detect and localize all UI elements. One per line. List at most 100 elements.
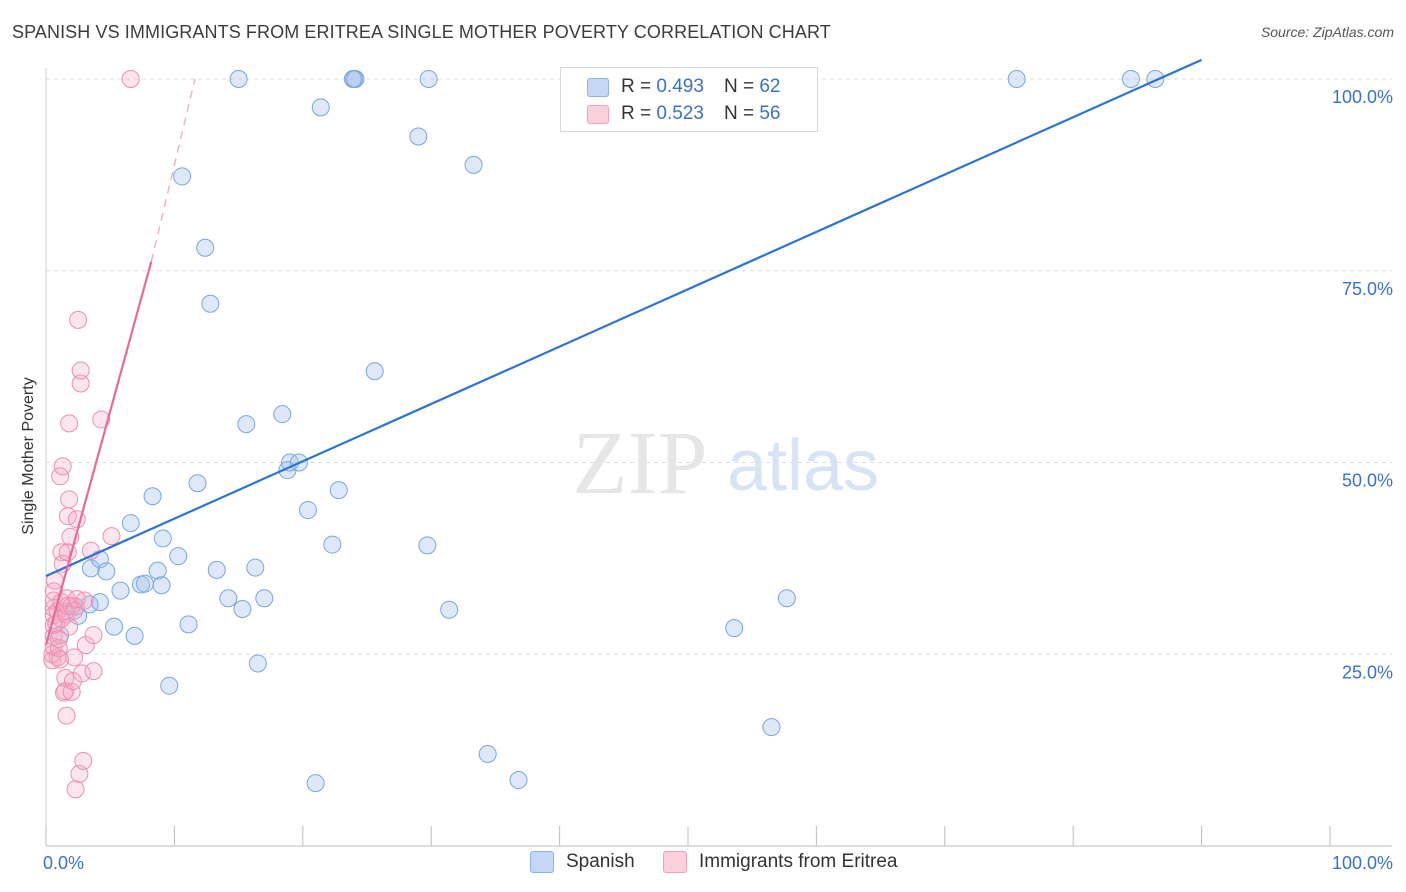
point-spanish: [298, 501, 317, 520]
point-spanish: [365, 362, 384, 381]
point-spanish: [188, 474, 207, 493]
point-eritrea: [57, 706, 76, 725]
point-eritrea: [51, 650, 70, 669]
trend-line-spanish: [45, 58, 1203, 578]
point-spanish: [229, 70, 248, 88]
point-eritrea: [52, 543, 71, 562]
source-label[interactable]: Source: ZipAtlas.com: [1260, 24, 1394, 40]
point-eritrea: [92, 410, 111, 429]
legend-r-label: R =: [621, 103, 652, 124]
point-eritrea: [56, 682, 75, 701]
point-spanish: [273, 405, 292, 424]
trend-line-extension-eritrea: [150, 78, 196, 262]
gridlines: [46, 78, 1392, 655]
y-tick-label: 100.0%: [1332, 87, 1393, 107]
point-spanish: [160, 676, 179, 695]
point-spanish: [152, 576, 171, 595]
point-eritrea: [71, 361, 90, 380]
tick-labels: 25.0% 50.0% 75.0% 100.0% 0.0% 100.0%: [43, 87, 1393, 873]
point-spanish: [762, 718, 781, 737]
point-spanish: [111, 581, 130, 600]
point-eritrea: [67, 590, 86, 609]
legend-row-eritrea[interactable]: R = 0.523 N = 56: [561, 101, 780, 127]
point-spanish: [201, 294, 220, 313]
point-eritrea: [69, 310, 88, 329]
point-eritrea: [72, 664, 91, 683]
point-eritrea: [84, 626, 103, 645]
point-eritrea: [74, 751, 93, 770]
point-spanish: [343, 70, 362, 88]
bottom-legend-swatch-spanish: [530, 851, 554, 873]
point-eritrea: [49, 629, 68, 648]
point-spanish: [725, 619, 744, 638]
point-spanish: [509, 771, 528, 790]
point-spanish: [255, 589, 274, 608]
point-eritrea: [60, 490, 79, 509]
legend-r-value-spanish: 0.493: [656, 76, 704, 97]
point-spanish: [125, 626, 144, 645]
point-spanish: [777, 589, 796, 608]
y-tick-label: 75.0%: [1342, 279, 1393, 299]
point-spanish: [464, 155, 483, 174]
bottom-legend-label-spanish: Spanish: [566, 851, 635, 872]
point-spanish: [323, 535, 342, 554]
point-eritrea: [121, 70, 140, 88]
point-eritrea: [49, 639, 68, 658]
x-tick-label: 0.0%: [43, 853, 84, 873]
point-spanish: [311, 98, 330, 117]
point-eritrea: [75, 591, 94, 610]
point-spanish: [219, 589, 238, 608]
legend-row-spanish[interactable]: R = 0.493 N = 62: [561, 74, 780, 100]
point-spanish: [173, 167, 192, 186]
watermark-zip: ZIP: [573, 414, 708, 513]
point-spanish: [196, 238, 215, 257]
bottom-legend-swatch-eritrea: [663, 851, 687, 873]
legend-r-value-eritrea: 0.523: [656, 103, 704, 124]
point-spanish: [246, 558, 265, 577]
bottom-legend-eritrea[interactable]: Immigrants from Eritrea: [663, 851, 897, 873]
x-tick-label: 100.0%: [1332, 853, 1393, 873]
point-eritrea: [58, 596, 77, 615]
point-spanish: [143, 487, 162, 506]
legend-swatch-spanish: [587, 77, 609, 97]
legend-n-label: N =: [723, 76, 755, 97]
point-spanish: [237, 415, 256, 434]
point-spanish: [418, 536, 437, 555]
point-eritrea: [71, 374, 90, 393]
point-spanish: [153, 529, 172, 548]
bottom-legend-label-eritrea: Immigrants from Eritrea: [699, 851, 898, 872]
legend-box: R = 0.493 N = 62 R = 0.523 N = 56: [560, 67, 818, 132]
trend-lines: [44, 58, 1203, 646]
point-spanish: [329, 481, 348, 500]
axes: [45, 68, 1392, 847]
point-spanish: [478, 744, 497, 763]
point-spanish: [121, 514, 140, 533]
point-spanish: [169, 547, 188, 566]
point-spanish: [1121, 70, 1140, 88]
trend-line-eritrea: [44, 261, 153, 646]
y-tick-label: 25.0%: [1342, 662, 1393, 682]
point-eritrea: [60, 414, 79, 433]
legend-n-value-eritrea: 56: [759, 103, 781, 124]
point-spanish: [90, 593, 109, 612]
point-spanish: [419, 70, 438, 88]
point-eritrea: [76, 636, 95, 655]
point-spanish: [105, 617, 124, 636]
series-eritrea: [43, 70, 588, 799]
bottom-legend-spanish[interactable]: Spanish: [530, 851, 635, 873]
legend-r-label: R =: [621, 76, 652, 97]
legend-n-value-spanish: 62: [759, 76, 781, 97]
point-eritrea: [53, 457, 72, 476]
point-spanish: [179, 615, 198, 634]
point-spanish: [248, 654, 267, 673]
point-spanish: [409, 127, 428, 146]
point-spanish: [1007, 70, 1026, 88]
point-eritrea: [66, 780, 85, 799]
watermark-atlas: atlas: [727, 426, 879, 506]
point-spanish: [440, 600, 459, 619]
watermark: ZIP atlas: [573, 414, 880, 513]
point-spanish: [148, 561, 167, 580]
point-spanish: [306, 774, 325, 793]
y-tick-label: 50.0%: [1342, 471, 1393, 491]
